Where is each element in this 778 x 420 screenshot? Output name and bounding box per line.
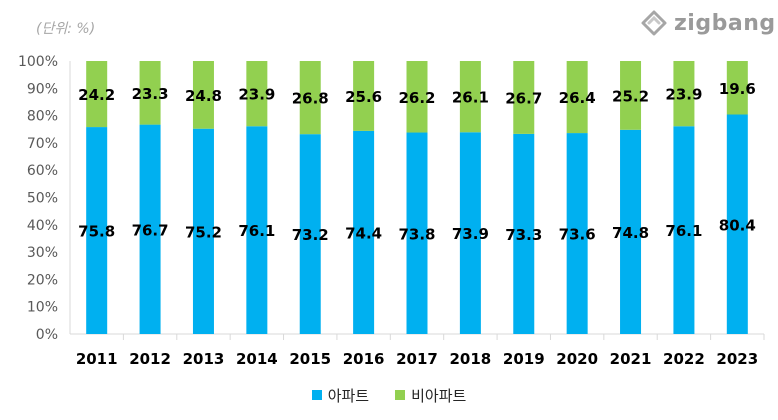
x-tick-label: 2022 bbox=[663, 350, 705, 368]
bar-apartment bbox=[459, 132, 481, 334]
data-label-apartment: 76.1 bbox=[238, 222, 275, 240]
data-label-apartment: 75.2 bbox=[185, 223, 222, 241]
data-label-non-apartment: 25.2 bbox=[612, 87, 649, 105]
x-tick-label: 2017 bbox=[396, 350, 438, 368]
bar-apartment bbox=[406, 132, 428, 334]
bar-non-apartment bbox=[406, 61, 428, 133]
data-label-non-apartment: 23.3 bbox=[132, 85, 169, 103]
bar-non-apartment bbox=[86, 61, 108, 128]
y-tick-label: 50% bbox=[27, 191, 58, 207]
x-tick-label: 2011 bbox=[76, 350, 118, 368]
data-label-non-apartment: 26.2 bbox=[398, 89, 435, 107]
y-tick-label: 100% bbox=[18, 54, 58, 70]
bar-non-apartment bbox=[620, 61, 642, 130]
bar-apartment bbox=[139, 124, 161, 334]
legend-item-non-apartment: 비아파트 bbox=[395, 385, 466, 406]
bar-non-apartment bbox=[299, 61, 321, 135]
data-label-apartment: 73.9 bbox=[452, 225, 489, 243]
unit-note: (단위: %) bbox=[36, 21, 96, 37]
bar-non-apartment bbox=[726, 61, 748, 115]
bar-non-apartment bbox=[566, 61, 588, 134]
x-tick-label: 2020 bbox=[556, 350, 598, 368]
data-label-non-apartment: 23.9 bbox=[238, 86, 275, 104]
legend-swatch-non-apartment bbox=[395, 390, 406, 400]
y-tick-label: 0% bbox=[36, 327, 58, 343]
bar-apartment bbox=[513, 133, 535, 334]
y-tick-label: 90% bbox=[27, 81, 58, 97]
data-label-apartment: 73.3 bbox=[505, 226, 542, 244]
y-tick-label: 80% bbox=[27, 109, 58, 125]
bar-non-apartment bbox=[673, 61, 695, 127]
data-label-non-apartment: 26.8 bbox=[292, 90, 329, 108]
data-label-non-apartment: 25.6 bbox=[345, 88, 382, 106]
data-label-apartment: 80.4 bbox=[719, 216, 756, 234]
y-tick-label: 30% bbox=[27, 245, 58, 261]
data-label-non-apartment: 23.9 bbox=[665, 86, 702, 104]
x-tick-label: 2012 bbox=[129, 350, 171, 368]
data-label-non-apartment: 19.6 bbox=[719, 80, 756, 98]
legend-swatch-apartment bbox=[311, 390, 322, 400]
x-tick-label: 2013 bbox=[183, 350, 225, 368]
x-tick-label: 2021 bbox=[610, 350, 652, 368]
data-label-apartment: 74.4 bbox=[345, 224, 382, 242]
bar-non-apartment bbox=[459, 61, 481, 133]
bar-non-apartment bbox=[246, 61, 268, 127]
zigbang-logo-icon bbox=[641, 10, 667, 36]
bar-apartment bbox=[246, 126, 268, 334]
legend-item-apartment: 아파트 bbox=[311, 385, 370, 406]
data-label-non-apartment: 26.4 bbox=[559, 89, 596, 107]
bar-apartment bbox=[566, 133, 588, 334]
bar-apartment bbox=[726, 114, 748, 335]
data-label-apartment: 73.2 bbox=[292, 226, 329, 244]
legend-label-non-apartment: 비아파트 bbox=[411, 386, 467, 405]
y-tick-label: 60% bbox=[27, 163, 58, 179]
data-label-apartment: 73.8 bbox=[398, 225, 435, 243]
bar-apartment bbox=[299, 134, 321, 334]
data-label-apartment: 76.7 bbox=[132, 221, 169, 239]
data-label-apartment: 74.8 bbox=[612, 224, 649, 242]
data-label-apartment: 73.6 bbox=[559, 226, 596, 244]
data-label-apartment: 76.1 bbox=[665, 222, 702, 240]
zigbang-logo-text: zigbang bbox=[674, 10, 776, 36]
bar-apartment bbox=[673, 126, 695, 334]
x-tick-label: 2019 bbox=[503, 350, 545, 368]
y-tick-label: 10% bbox=[27, 300, 58, 316]
data-label-non-apartment: 26.1 bbox=[452, 89, 489, 107]
bar-apartment bbox=[353, 130, 375, 334]
bar-non-apartment bbox=[139, 61, 161, 125]
y-tick-label: 70% bbox=[27, 136, 58, 152]
x-tick-label: 2014 bbox=[236, 350, 278, 368]
bar-non-apartment bbox=[513, 61, 535, 134]
x-tick-label: 2018 bbox=[450, 350, 492, 368]
stacked-bar-chart: 0% 10% 20% 30% 40% 50% 60% 70% 80% 90% 100% 75.8 24.… bbox=[18, 54, 765, 368]
data-label-non-apartment: 24.8 bbox=[185, 87, 222, 105]
bar-non-apartment bbox=[192, 61, 214, 129]
data-label-non-apartment: 24.2 bbox=[78, 86, 115, 104]
legend: 아파트 비아파트 bbox=[0, 383, 778, 407]
zigbang-logo: zigbang bbox=[640, 8, 776, 38]
legend-label-apartment: 아파트 bbox=[327, 386, 370, 405]
data-label-apartment: 75.8 bbox=[78, 223, 115, 241]
x-tick-label: 2023 bbox=[716, 350, 758, 368]
bar-non-apartment bbox=[353, 61, 375, 131]
bar-apartment bbox=[86, 127, 108, 334]
bar-apartment bbox=[192, 128, 214, 334]
y-tick-label: 40% bbox=[27, 218, 58, 234]
x-tick-label: 2015 bbox=[289, 350, 331, 368]
data-label-non-apartment: 26.7 bbox=[505, 89, 542, 107]
x-tick-label: 2016 bbox=[343, 350, 385, 368]
y-tick-label: 20% bbox=[27, 272, 58, 288]
bar-apartment bbox=[620, 129, 642, 334]
